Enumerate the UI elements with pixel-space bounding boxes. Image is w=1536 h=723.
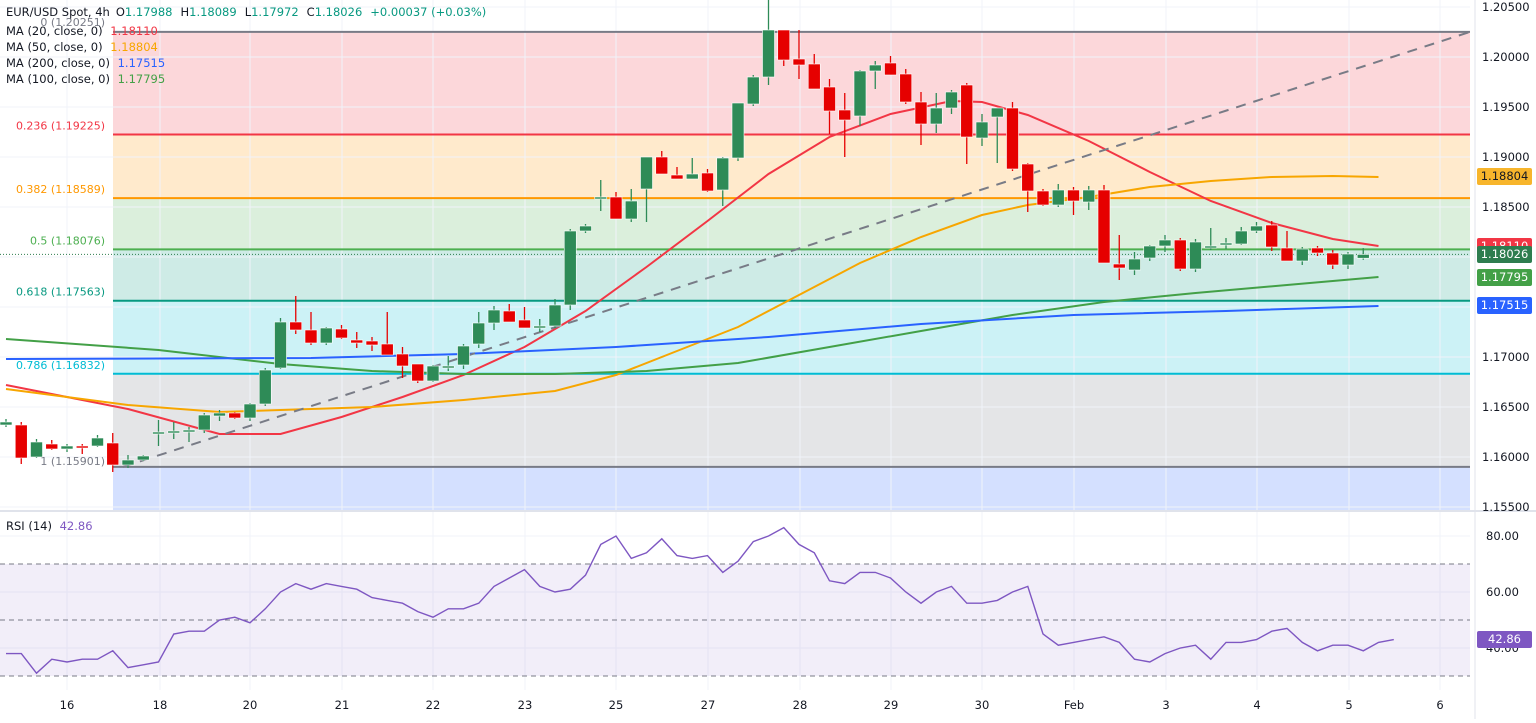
indicator-label: MA (200, close, 0) — [6, 56, 110, 70]
svg-text:1.18500: 1.18500 — [1482, 200, 1530, 214]
svg-text:60.00: 60.00 — [1486, 585, 1519, 599]
svg-text:30: 30 — [975, 698, 990, 712]
indicator-value: 1.17795 — [117, 72, 166, 86]
svg-text:27: 27 — [701, 698, 716, 712]
svg-text:1.19000: 1.19000 — [1482, 150, 1530, 164]
candlesticks — [0, 0, 1370, 472]
rsi-value: 42.86 — [59, 519, 93, 533]
rsi-legend[interactable]: RSI (14) 42.86 — [6, 518, 97, 534]
ma100-price-tag: 1.17795 — [1477, 269, 1532, 286]
fib-label: 0 (1.20251) — [40, 16, 105, 29]
indicator-ma20[interactable]: MA (20, close, 0) 1.18110 — [6, 23, 162, 39]
open-value: 1.17988 — [124, 5, 173, 19]
svg-text:20: 20 — [243, 698, 258, 712]
svg-text:Feb: Feb — [1064, 698, 1084, 712]
svg-text:23: 23 — [518, 698, 533, 712]
last-price-tag: 1.18026 — [1477, 245, 1532, 263]
svg-text:4: 4 — [1253, 698, 1260, 712]
svg-text:21: 21 — [335, 698, 350, 712]
rsi-value-tag: 42.86 — [1477, 631, 1532, 649]
symbol-title: EUR/USD Spot, 4h — [6, 5, 110, 19]
indicator-ma100[interactable]: MA (100, close, 0) 1.17795 — [6, 71, 169, 87]
rsi-panel — [0, 526, 1470, 677]
svg-text:1.17000: 1.17000 — [1482, 350, 1530, 364]
svg-text:25: 25 — [609, 698, 624, 712]
svg-text:28: 28 — [793, 698, 808, 712]
svg-text:1.16500: 1.16500 — [1482, 400, 1530, 414]
fib-label: 0.786 (1.16832) — [16, 359, 105, 372]
svg-text:16: 16 — [60, 698, 75, 712]
ma200-price-tag: 1.17515 — [1477, 297, 1532, 314]
high-value: 1.18089 — [189, 5, 237, 19]
svg-text:1.19500: 1.19500 — [1482, 100, 1530, 114]
svg-text:80.00: 80.00 — [1486, 529, 1519, 543]
change-value: +0.00037 (+0.03%) — [370, 5, 487, 19]
svg-text:6: 6 — [1436, 698, 1443, 712]
svg-text:1.20500: 1.20500 — [1482, 0, 1530, 14]
fib-label: 0.382 (1.18589) — [16, 183, 105, 196]
indicator-ma200[interactable]: MA (200, close, 0) 1.17515 — [6, 55, 169, 71]
indicator-ma50[interactable]: MA (50, close, 0) 1.18804 — [6, 39, 162, 55]
svg-text:1.16000: 1.16000 — [1482, 450, 1530, 464]
trendline[interactable] — [122, 30, 1471, 468]
indicator-label: MA (100, close, 0) — [6, 72, 110, 86]
svg-text:5: 5 — [1345, 698, 1352, 712]
fib-label: 0.5 (1.18076) — [30, 234, 105, 247]
fib-label: 1 (1.15901) — [40, 455, 105, 468]
svg-text:29: 29 — [884, 698, 899, 712]
fib-label: 0.618 (1.17563) — [16, 286, 105, 299]
indicator-value: 1.18110 — [110, 24, 158, 38]
fib-label: 0.236 (1.19225) — [16, 120, 105, 133]
symbol-legend: EUR/USD Spot, 4h O1.17988 H1.18089 L1.17972… — [6, 5, 487, 19]
svg-text:22: 22 — [426, 698, 441, 712]
indicator-value: 1.17515 — [117, 56, 166, 70]
low-value: 1.17972 — [251, 5, 299, 19]
ma50-price-tag: 1.18804 — [1477, 168, 1532, 186]
rsi-label: RSI (14) — [6, 519, 52, 533]
moving-averages — [5, 99, 1379, 435]
close-value: 1.18026 — [314, 5, 363, 19]
indicator-label: MA (50, close, 0) — [6, 40, 103, 54]
fib-zones — [113, 31, 1470, 510]
indicator-label: MA (20, close, 0) — [6, 24, 103, 38]
fibonacci-retracement[interactable]: 0 (1.20251) 0.236 (1.19225) 0.382 (1.18589… — [0, 16, 1470, 468]
svg-text:1.20000: 1.20000 — [1482, 50, 1530, 64]
svg-text:1.15500: 1.15500 — [1482, 500, 1530, 514]
svg-text:18: 18 — [153, 698, 168, 712]
indicator-value: 1.18804 — [110, 40, 158, 54]
svg-text:3: 3 — [1162, 698, 1169, 712]
